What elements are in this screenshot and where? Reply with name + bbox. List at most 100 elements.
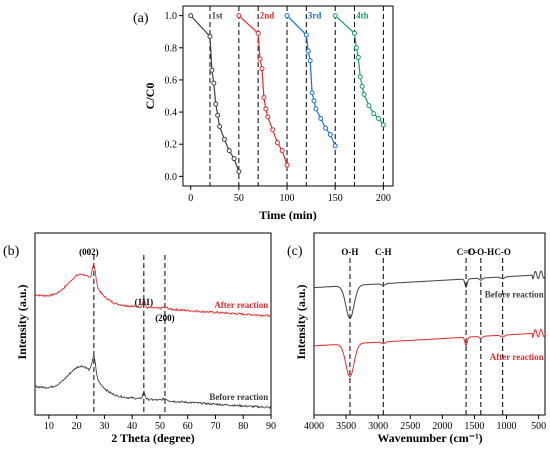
a-xtick-label-150: 150 (328, 193, 343, 204)
a-point-1-9 (231, 156, 237, 162)
b-series-label-1: After reaction (214, 300, 268, 310)
a-point-1-10 (236, 169, 242, 175)
a-point-1-4 (213, 101, 219, 107)
a-point-2-7 (270, 127, 276, 133)
panel-b-ylabel: Intensity (a.u.) (15, 284, 29, 359)
panel-a-cycle-labels: 1st 2nd 3rd 4th (212, 11, 369, 21)
a-xtick-label-50: 50 (234, 193, 244, 204)
c-series-line-1 (314, 270, 546, 319)
panel-c: (c) Before reaction After reaction 4000 35… (287, 232, 546, 445)
b-xtick-label-50: 50 (155, 421, 165, 432)
a-point-4-6 (361, 91, 367, 97)
b-xtick-label-90: 90 (266, 421, 276, 432)
b-xtick-label-20: 20 (72, 421, 82, 432)
a-point-4-10 (380, 122, 386, 128)
a-point-4-0 (332, 13, 338, 19)
panel-b-xlabel: 2 Theta (degree) (111, 431, 195, 445)
b-xtick-label-30: 30 (99, 421, 109, 432)
a-point-3-1 (303, 32, 309, 38)
a-point-3-8 (323, 125, 329, 131)
b-series-line-1 (34, 264, 272, 318)
a-point-2-4 (261, 95, 267, 101)
c-band-label-0: O-H (341, 247, 358, 257)
a-point-2-8 (274, 140, 280, 146)
a-point-3-2 (305, 48, 311, 54)
b-peak-label-2: (200) (155, 313, 175, 323)
a-point-1-1 (207, 34, 213, 40)
a-point-3-6 (313, 106, 319, 112)
b-peak-label-1: (111) (135, 297, 154, 307)
b-xtick-label-80: 80 (238, 421, 248, 432)
a-point-4-7 (366, 103, 372, 109)
a-xtick-label-200: 200 (376, 193, 391, 204)
panel-a-xticks: 0 50 100 150 200 (188, 186, 391, 204)
a-point-3-7 (318, 116, 324, 121)
a-point-3-3 (307, 58, 313, 64)
panel-a-ylabel: C/C0 (143, 83, 157, 110)
a-point-3-0 (284, 13, 290, 19)
a-xtick-label-0: 0 (188, 193, 193, 204)
panel-b-letter: (b) (3, 244, 20, 259)
panel-c-letter: (c) (287, 244, 303, 259)
c-series-line-2 (314, 328, 546, 378)
a-point-1-8 (226, 148, 232, 154)
panel-b-series: After reaction Before reaction (34, 264, 272, 410)
a-point-2-10 (284, 162, 290, 168)
c-band-label-2: C=O (457, 247, 476, 257)
a-ytick-label-0: 0.0 (165, 172, 178, 183)
c-series-label-1: Before reaction (485, 290, 544, 300)
b-xtick-label-60: 60 (183, 421, 193, 432)
b-series-label-2: Before reaction (209, 392, 268, 402)
panel-a: (a) 0 50 100 150 200 0.0 0.2 0.4 0.6 0.8 1.0 1st 2… (133, 5, 394, 222)
a-point-2-1 (255, 30, 261, 36)
panel-c-vlines (349, 258, 504, 415)
a-ytick-label-0.8: 0.8 (165, 43, 178, 54)
panel-a-series (188, 13, 386, 175)
a-cycle-label-2: 2nd (260, 11, 275, 21)
a-point-4-3 (355, 54, 361, 60)
c-xtick-label-500: 500 (531, 421, 546, 432)
panel-b-annotations: (002) (111)(200) (79, 247, 175, 323)
panel-b-frame (34, 232, 272, 416)
a-point-1-5 (215, 112, 221, 118)
b-xtick-label-70: 70 (210, 421, 220, 432)
a-point-3-9 (327, 132, 333, 138)
panel-c-frame (313, 232, 546, 416)
b-peak-label-0: (002) (79, 247, 99, 257)
a-point-1-6 (217, 124, 223, 130)
panel-c-xlabel: Wavenumber (cm⁻¹) (377, 431, 482, 445)
a-point-1-7 (221, 136, 227, 142)
panel-c-annotations: O-H C-H C=OC-O-H C-O (341, 247, 510, 257)
a-point-2-9 (279, 148, 285, 154)
a-cycle-label-3: 3rd (308, 11, 322, 21)
a-cycle-label-1: 1st (212, 11, 223, 21)
c-series-label-2: After reaction (490, 352, 544, 362)
b-series-line-2 (34, 354, 272, 410)
panel-c-xticks: 4000 3500 3000 2500 2000 1500 1000 500 (304, 415, 546, 432)
c-xtick-label-1500: 1500 (464, 421, 484, 432)
a-ytick-label-0.6: 0.6 (165, 75, 178, 86)
a-point-1-2 (209, 67, 215, 73)
b-xtick-label-40: 40 (127, 421, 137, 432)
c-band-label-4: C-O (494, 247, 511, 257)
a-point-2-5 (263, 106, 269, 112)
c-band-label-1: C-H (375, 247, 392, 257)
a-point-2-3 (259, 66, 265, 72)
a-point-3-4 (309, 90, 315, 96)
a-point-1-3 (211, 80, 217, 86)
a-point-4-8 (371, 111, 377, 117)
a-point-1-0 (188, 13, 194, 19)
a-cycle-label-4: 4th (356, 11, 369, 21)
a-point-3-10 (332, 143, 338, 149)
a-ytick-label-0.2: 0.2 (165, 140, 178, 151)
c-xtick-label-1000: 1000 (497, 421, 517, 432)
a-xtick-label-100: 100 (280, 193, 295, 204)
panel-c-series: Before reaction After reaction (314, 270, 546, 378)
panel-a-frame (182, 5, 394, 187)
a-point-4-4 (357, 74, 363, 80)
a-point-4-9 (376, 116, 382, 121)
a-point-2-6 (265, 114, 271, 120)
a-point-4-1 (351, 30, 357, 36)
a-point-2-2 (257, 56, 263, 62)
panel-a-yticks: 0.0 0.2 0.4 0.6 0.8 1.0 (165, 11, 183, 183)
